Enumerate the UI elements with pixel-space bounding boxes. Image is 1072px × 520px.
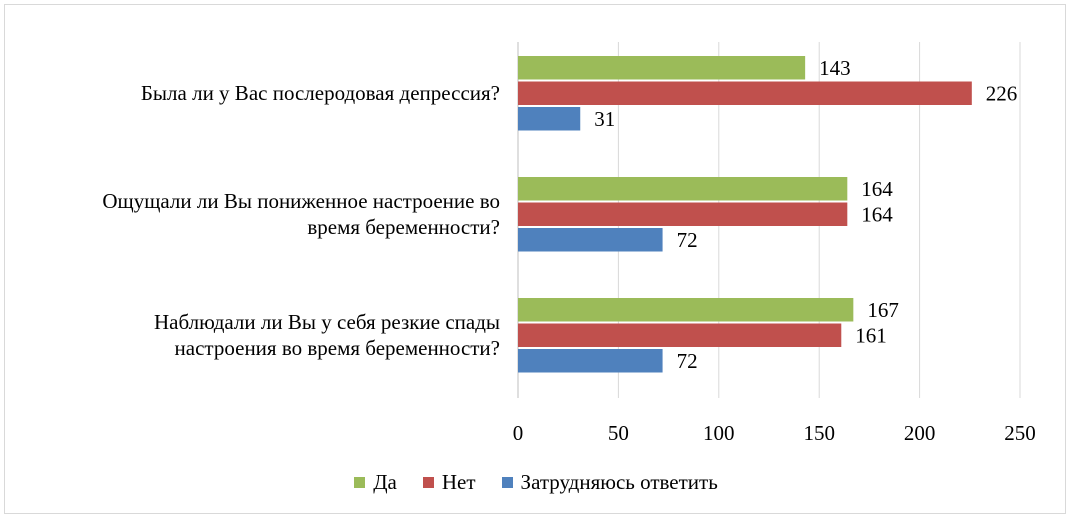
bar-Да: [518, 298, 854, 322]
data-label: 167: [867, 298, 899, 322]
data-label: 31: [594, 107, 615, 131]
legend-item: Затрудняюсь ответить: [501, 470, 718, 495]
data-label: 72: [677, 349, 698, 373]
category-label: Наблюдали ли Вы у себя резкие спады настр…: [0, 309, 500, 361]
category-label-line: Была ли у Вас послеродовая депрессия?: [140, 81, 500, 106]
data-label: 226: [986, 81, 1018, 105]
data-label: 143: [819, 56, 851, 80]
data-label: 164: [861, 177, 893, 201]
data-label: 72: [677, 228, 698, 252]
data-label: 161: [855, 323, 887, 347]
legend: Да Нет Затрудняюсь ответить: [0, 470, 1072, 495]
legend-label: Да: [373, 470, 397, 494]
x-tick-label: 250: [1004, 421, 1036, 445]
legend-swatch: [422, 477, 434, 488]
category-label: Ощущали ли Вы пониженное настроение во вр…: [0, 188, 500, 240]
category-label-line: Наблюдали ли Вы у себя резкие спады: [153, 310, 500, 335]
bar-Затрудняюсь ответить: [518, 107, 581, 131]
x-tick-label: 0: [513, 421, 524, 445]
x-tick-label: 100: [703, 421, 735, 445]
category-label-line: время беременности?: [307, 215, 500, 240]
legend-swatch: [354, 477, 366, 488]
bar-Нет: [518, 81, 972, 105]
legend-swatch: [501, 477, 513, 488]
chart-frame: [4, 4, 1066, 514]
category-label-line: настроения во время беременности?: [174, 336, 500, 361]
bar-Нет: [518, 323, 842, 347]
category-label-line: Ощущали ли Вы пониженное настроение во: [102, 189, 500, 214]
x-tick-label: 50: [608, 421, 629, 445]
bar-Нет: [518, 202, 848, 226]
legend-item: Нет: [422, 470, 476, 495]
x-tick-label: 150: [803, 421, 835, 445]
data-label: 164: [861, 202, 893, 226]
bar-Да: [518, 177, 848, 201]
category-label: Была ли у Вас послеродовая депрессия?: [0, 80, 500, 106]
bar-Да: [518, 56, 806, 80]
x-tick-label: 200: [904, 421, 936, 445]
legend-item: Да: [354, 470, 397, 495]
legend-label: Затрудняюсь ответить: [520, 470, 718, 494]
bar-Затрудняюсь ответить: [518, 228, 663, 252]
legend-label: Нет: [441, 470, 476, 494]
bar-Затрудняюсь ответить: [518, 349, 663, 373]
